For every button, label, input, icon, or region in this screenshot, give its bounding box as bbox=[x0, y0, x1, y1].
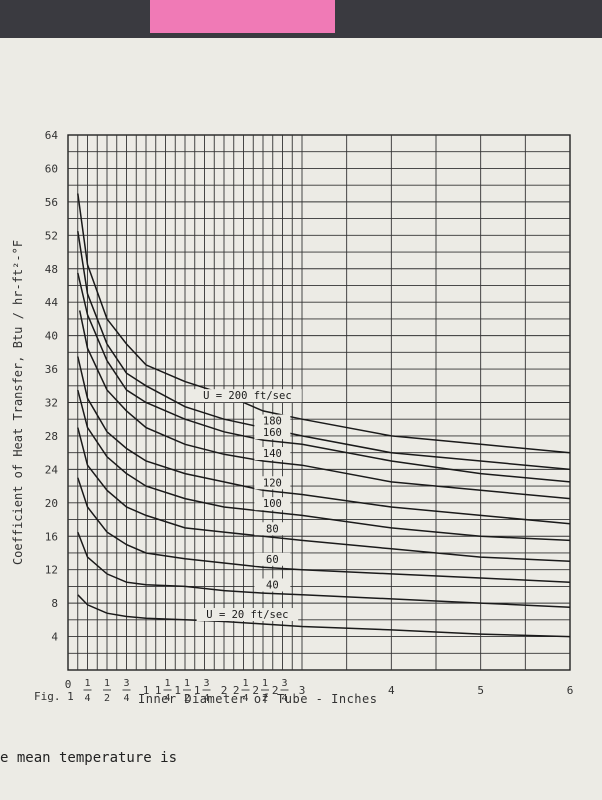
x-axis-label: Inner Diameter of Tube - Inches bbox=[138, 692, 378, 706]
series-label: U = 20 ft/sec bbox=[206, 609, 288, 621]
x-tick-label: 1¼ 114 bbox=[155, 678, 172, 704]
svg-text:4: 4 bbox=[242, 693, 248, 704]
series-line bbox=[77, 389, 571, 542]
svg-text:2: 2 bbox=[262, 693, 268, 704]
x-tick-label: ½12 bbox=[103, 678, 111, 704]
y-tick-label: 64 bbox=[45, 129, 59, 142]
figure-label: Fig. 1 bbox=[34, 690, 74, 703]
x-tick-label: 1½112 bbox=[174, 678, 191, 704]
series-label-background bbox=[254, 522, 291, 536]
y-tick-label: 48 bbox=[45, 263, 58, 276]
series-label-background bbox=[254, 552, 291, 566]
x-tick-label: 2¾234 bbox=[272, 678, 289, 704]
series-label: 160 bbox=[263, 427, 282, 439]
svg-text:4: 4 bbox=[123, 693, 129, 704]
series-label-background bbox=[254, 476, 291, 490]
svg-text:2: 2 bbox=[272, 684, 279, 697]
svg-text:1: 1 bbox=[155, 684, 162, 697]
series-label-background bbox=[196, 608, 299, 622]
svg-text:4: 4 bbox=[203, 693, 209, 704]
series-label-background bbox=[193, 389, 302, 403]
svg-text:1: 1 bbox=[164, 678, 170, 689]
series-label: U = 200 ft/sec bbox=[203, 390, 292, 402]
y-tick-label: 8 bbox=[51, 597, 58, 610]
svg-text:2: 2 bbox=[104, 693, 110, 704]
svg-text:2: 2 bbox=[233, 684, 240, 697]
series-label-background bbox=[254, 497, 291, 511]
y-tick-label: 28 bbox=[45, 430, 58, 443]
series-label-background bbox=[254, 578, 291, 592]
series-label: 60 bbox=[266, 554, 279, 566]
y-tick-label: 56 bbox=[45, 196, 58, 209]
series-line bbox=[77, 272, 571, 483]
series-line bbox=[77, 427, 571, 563]
svg-text:1: 1 bbox=[174, 684, 181, 697]
svg-text:4: 4 bbox=[84, 693, 90, 704]
series-label-background bbox=[254, 426, 291, 440]
x-tick-label: 1 bbox=[143, 684, 150, 697]
svg-text:4: 4 bbox=[164, 693, 170, 704]
x-tick-label: ¾34 bbox=[122, 678, 131, 704]
y-tick-label: 32 bbox=[45, 397, 58, 410]
footer-text: e mean temperature is bbox=[0, 750, 178, 766]
y-tick-label: 52 bbox=[45, 229, 58, 242]
y-tick-label: 16 bbox=[45, 530, 58, 543]
svg-text:1: 1 bbox=[104, 678, 110, 689]
svg-text:3: 3 bbox=[203, 678, 209, 689]
series-label: 120 bbox=[263, 477, 282, 489]
pink-sticky-note bbox=[150, 0, 335, 33]
series-line bbox=[78, 310, 571, 500]
x-tick-label: 5 bbox=[477, 684, 484, 697]
x-tick-label: 0 bbox=[65, 678, 72, 691]
x-tick-label: 1¾134 bbox=[194, 678, 211, 704]
y-tick-label: 60 bbox=[45, 162, 58, 175]
svg-text:1: 1 bbox=[184, 678, 190, 689]
series-label-background bbox=[254, 447, 291, 461]
y-tick-label: 44 bbox=[45, 296, 59, 309]
x-tick-label: ¼ 14 bbox=[83, 678, 92, 704]
svg-text:3: 3 bbox=[281, 678, 287, 689]
series-line bbox=[77, 531, 571, 609]
svg-text:1: 1 bbox=[242, 678, 248, 689]
series-label: 180 bbox=[263, 416, 282, 428]
svg-text:3: 3 bbox=[123, 678, 129, 689]
svg-text:4: 4 bbox=[281, 693, 287, 704]
svg-text:2: 2 bbox=[252, 684, 259, 697]
x-tick-label: 6 bbox=[567, 684, 574, 697]
y-axis-label: Coefficient of Heat Transfer, Btu / hr-f… bbox=[11, 240, 25, 565]
y-tick-label: 24 bbox=[45, 463, 59, 476]
svg-text:1: 1 bbox=[262, 678, 268, 689]
series-line bbox=[77, 594, 571, 638]
y-tick-label: 12 bbox=[45, 564, 58, 577]
series-line bbox=[77, 230, 571, 471]
y-tick-label: 4 bbox=[51, 631, 58, 644]
series-line bbox=[77, 356, 571, 525]
y-tick-label: 20 bbox=[45, 497, 58, 510]
x-tick-label: 2 bbox=[221, 684, 228, 697]
svg-text:1: 1 bbox=[84, 678, 90, 689]
x-tick-label: 4 bbox=[388, 684, 395, 697]
series-label: 100 bbox=[263, 498, 282, 510]
series-label: 80 bbox=[266, 523, 279, 535]
y-tick-label: 36 bbox=[45, 363, 58, 376]
x-tick-label: 3 bbox=[299, 684, 306, 697]
svg-text:1: 1 bbox=[194, 684, 201, 697]
y-tick-label: 40 bbox=[45, 330, 58, 343]
series-label: 40 bbox=[266, 579, 279, 591]
series-label-background bbox=[254, 414, 291, 428]
series-line bbox=[77, 477, 571, 583]
series-label: 140 bbox=[263, 448, 282, 460]
svg-text:2: 2 bbox=[184, 693, 190, 704]
x-tick-label: 2¼ 214 bbox=[233, 678, 250, 704]
x-tick-label: 2½212 bbox=[252, 678, 269, 704]
series-line bbox=[77, 193, 571, 454]
